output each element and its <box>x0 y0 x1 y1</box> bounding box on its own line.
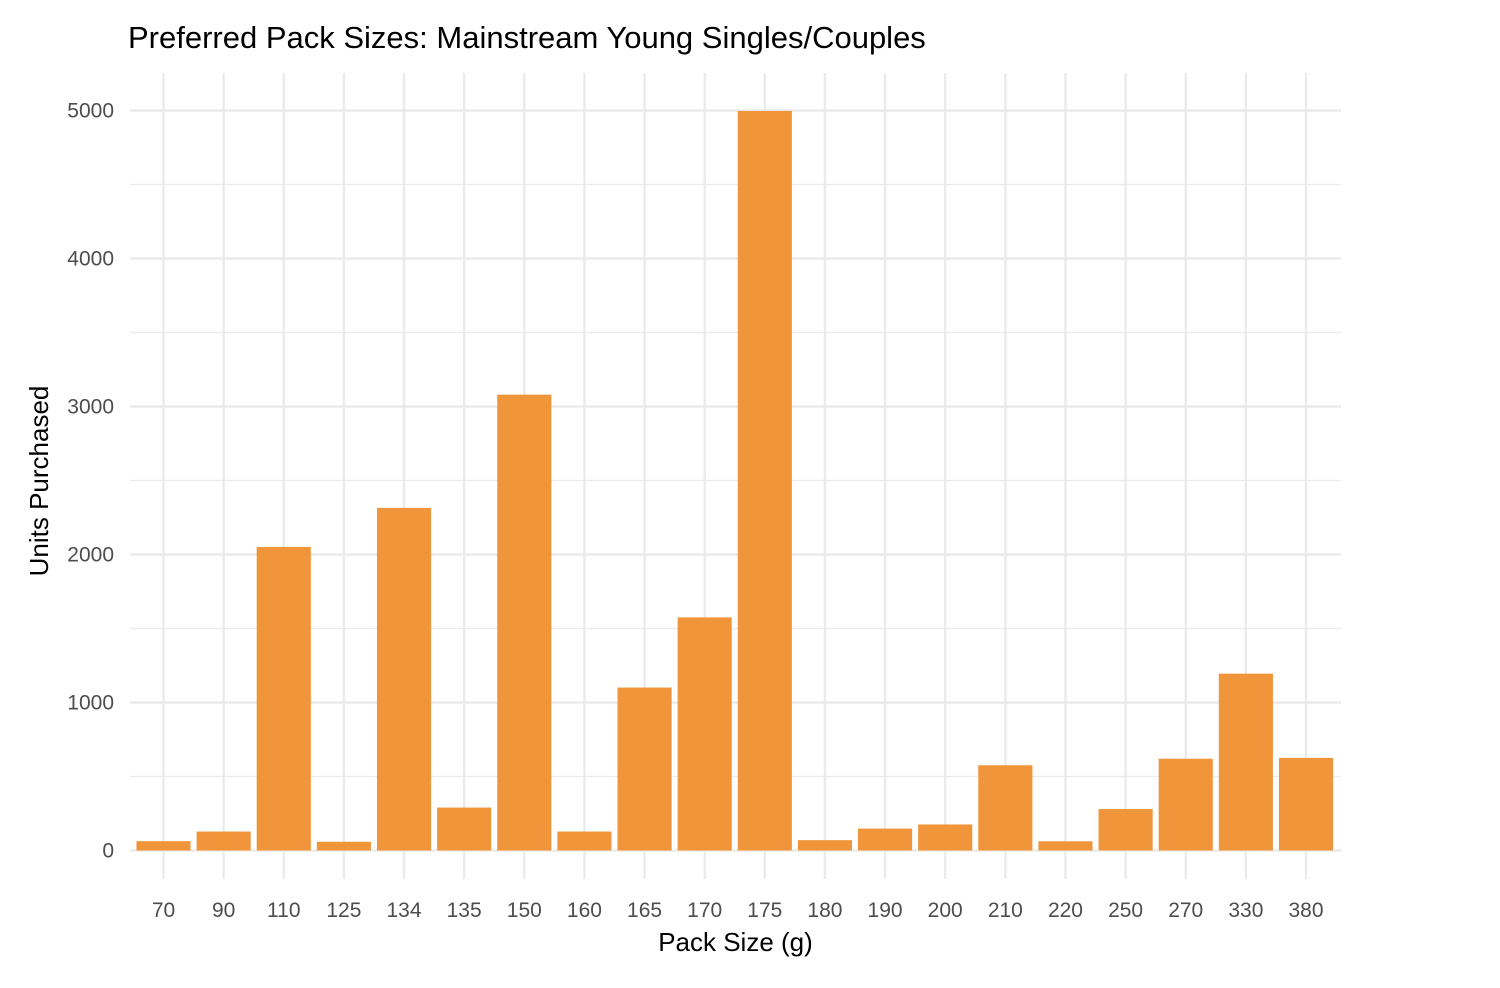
x-tick-label: 270 <box>1168 899 1203 922</box>
chart-title: Preferred Pack Sizes: Mainstream Young S… <box>128 20 926 55</box>
x-tick-label: 330 <box>1228 899 1263 922</box>
y-axis-title: Units Purchased <box>24 386 54 577</box>
minor-gridlines <box>130 183 1341 778</box>
bar-220 <box>1038 841 1093 851</box>
x-tick-label: 125 <box>326 899 361 922</box>
x-tick-label: 190 <box>868 899 903 922</box>
x-tick-label: 180 <box>807 899 842 922</box>
bar-170 <box>677 617 732 851</box>
bars <box>136 110 1334 851</box>
bar-150 <box>497 394 552 851</box>
bar-125 <box>316 841 371 851</box>
bar-190 <box>858 828 913 851</box>
bar-210 <box>978 765 1033 851</box>
y-tick-label: 1000 <box>67 692 114 715</box>
bar-180 <box>797 840 853 851</box>
x-tick-label: 90 <box>212 899 235 922</box>
bar-270 <box>1158 758 1213 851</box>
y-tick-label: 5000 <box>67 100 114 123</box>
bar-70 <box>136 841 191 851</box>
x-tick-label: 160 <box>567 899 602 922</box>
bar-110 <box>256 546 311 851</box>
y-tick-label: 0 <box>102 840 114 863</box>
x-tick-label: 210 <box>988 899 1023 922</box>
bar-134 <box>376 507 432 851</box>
x-tick-label: 70 <box>152 899 175 922</box>
x-tick-label: 150 <box>507 899 542 922</box>
bar-175 <box>737 110 792 851</box>
bar-200 <box>918 824 973 851</box>
y-tick-label: 4000 <box>67 248 114 271</box>
y-tick-label: 2000 <box>67 544 114 567</box>
bar-380 <box>1278 757 1334 851</box>
x-tick-label: 110 <box>267 899 300 922</box>
x-tick-label: 175 <box>747 899 782 922</box>
bar-90 <box>196 831 251 851</box>
x-tick-label: 220 <box>1048 899 1083 922</box>
x-tick-label: 135 <box>447 899 482 922</box>
major-gridlines <box>130 73 1341 879</box>
x-tick-label: 170 <box>687 899 722 922</box>
x-axis-tick-labels: 70 90 110 125 134 135 150 160 165 170 175 180 190 200… <box>152 899 1324 922</box>
bar-250 <box>1098 809 1153 851</box>
x-tick-label: 165 <box>627 899 662 922</box>
x-tick-label: 250 <box>1108 899 1143 922</box>
x-tick-label: 200 <box>928 899 963 922</box>
x-tick-label: 134 <box>387 899 422 922</box>
bar-330 <box>1218 673 1273 851</box>
bar-165 <box>617 687 672 851</box>
x-axis-title: Pack Size (g) <box>658 927 813 957</box>
bar-160 <box>557 831 612 851</box>
y-tick-label: 3000 <box>67 396 114 419</box>
bar-135 <box>437 807 492 851</box>
x-tick-label: 380 <box>1288 899 1323 922</box>
y-axis-tick-labels: 0 1000 2000 3000 4000 5000 <box>67 100 114 863</box>
